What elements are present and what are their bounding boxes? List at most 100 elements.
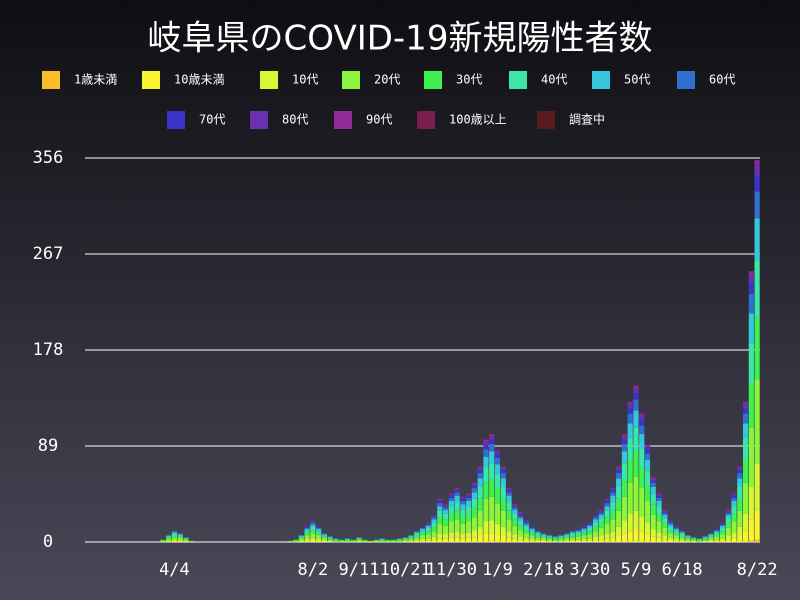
- bar-segment: [529, 533, 535, 536]
- bar-segment: [414, 531, 420, 533]
- bar-segment: [748, 519, 754, 541]
- bar-segment: [183, 537, 189, 539]
- bar-segment: [512, 513, 518, 520]
- bar-segment: [708, 534, 714, 536]
- bar-segment: [725, 522, 731, 528]
- bar-segment: [748, 384, 754, 428]
- bar-segment: [604, 499, 610, 502]
- bar-segment: [627, 413, 633, 424]
- x-tick-label: 4/4: [159, 560, 190, 580]
- bar-segment: [448, 495, 454, 498]
- bar-segment: [754, 160, 760, 165]
- bar-segment: [731, 513, 737, 522]
- bar-segment: [471, 482, 478, 484]
- bar-segment: [725, 509, 731, 511]
- bar-segment: [356, 537, 362, 539]
- bar-segment: [691, 538, 697, 540]
- bar-segment: [402, 537, 408, 539]
- bar-segment: [667, 520, 674, 522]
- bar-segment: [483, 456, 489, 468]
- bar-segment: [316, 531, 322, 534]
- bar-segment: [460, 516, 466, 524]
- bar-segment: [448, 494, 454, 496]
- bar-segment: [546, 535, 553, 537]
- bar-segment: [575, 540, 581, 542]
- bar-segment: [754, 191, 760, 219]
- bar-segment: [373, 539, 379, 541]
- bar-segment: [327, 538, 333, 540]
- bar-segment: [304, 538, 310, 541]
- bar-segment: [408, 535, 414, 537]
- legend-swatch: [167, 111, 185, 129]
- bar-segment: [310, 522, 316, 525]
- bar-segment: [667, 524, 674, 527]
- y-tick-label: 178: [33, 340, 64, 360]
- bar-segment: [437, 501, 443, 504]
- bar-segment: [448, 537, 454, 542]
- bar-segment: [644, 485, 651, 502]
- bar-segment: [662, 522, 668, 528]
- bar-segment: [356, 540, 362, 542]
- legend-swatch: [260, 71, 278, 89]
- bar-segment: [581, 526, 587, 528]
- bar-segment: [466, 521, 472, 533]
- bar-segment: [466, 537, 472, 542]
- bar-segment: [650, 482, 656, 487]
- bar-segment: [460, 497, 466, 499]
- bar-segment: [385, 539, 391, 541]
- bar-segment: [662, 515, 668, 519]
- bar-segment: [639, 415, 645, 421]
- bar-segment: [575, 531, 581, 533]
- legend-swatch: [142, 71, 160, 89]
- bar-segment: [662, 518, 668, 523]
- bar-segment: [708, 536, 714, 538]
- bar-segment: [535, 531, 541, 533]
- bar-segment: [587, 522, 593, 524]
- bar-segment: [552, 537, 558, 539]
- bar-segment: [569, 533, 576, 536]
- bar-segment: [639, 531, 645, 542]
- bar-segment: [569, 532, 576, 534]
- bar-segment: [471, 488, 478, 493]
- bar-segment: [419, 529, 426, 532]
- bar-segment: [310, 537, 316, 540]
- bar-segment: [627, 531, 633, 542]
- bar-segment: [425, 534, 431, 539]
- bar-segment: [714, 530, 720, 532]
- bar-segment: [708, 539, 714, 541]
- bar-segment: [627, 460, 633, 483]
- bar-segment: [414, 540, 420, 542]
- bar-segment: [166, 537, 172, 539]
- bar-segment: [748, 313, 754, 344]
- bar-segment: [500, 469, 506, 473]
- bar-segment: [535, 537, 541, 540]
- bar-segment: [598, 522, 604, 528]
- bar-segment: [650, 515, 656, 530]
- bar-segment: [171, 532, 178, 534]
- bar-segment: [552, 538, 558, 540]
- bar-segment: [391, 540, 397, 542]
- bar-segment: [437, 506, 443, 511]
- bar-segment: [171, 531, 178, 533]
- bar-segment: [598, 535, 604, 540]
- bar-segment: [494, 464, 501, 475]
- bar-segment: [477, 510, 483, 527]
- bar-segment: [569, 537, 576, 540]
- x-tick-label: 5/9: [621, 560, 652, 580]
- bar-segment: [166, 536, 172, 538]
- bar-segment: [552, 539, 558, 541]
- bar-segment: [604, 506, 610, 511]
- legend-swatch: [417, 111, 435, 129]
- bar-segment: [442, 534, 449, 539]
- bar-segment: [627, 403, 633, 409]
- bar-segment: [639, 434, 645, 449]
- bar-segment: [506, 489, 512, 491]
- bar-segment: [500, 466, 506, 468]
- bar-segment: [304, 525, 310, 527]
- bar-segment: [639, 413, 645, 416]
- bar-segment: [564, 535, 570, 537]
- legend-label: 80代: [282, 113, 308, 127]
- bar-segment: [454, 488, 460, 490]
- bar-segment: [529, 529, 535, 532]
- bar-segment: [512, 509, 518, 514]
